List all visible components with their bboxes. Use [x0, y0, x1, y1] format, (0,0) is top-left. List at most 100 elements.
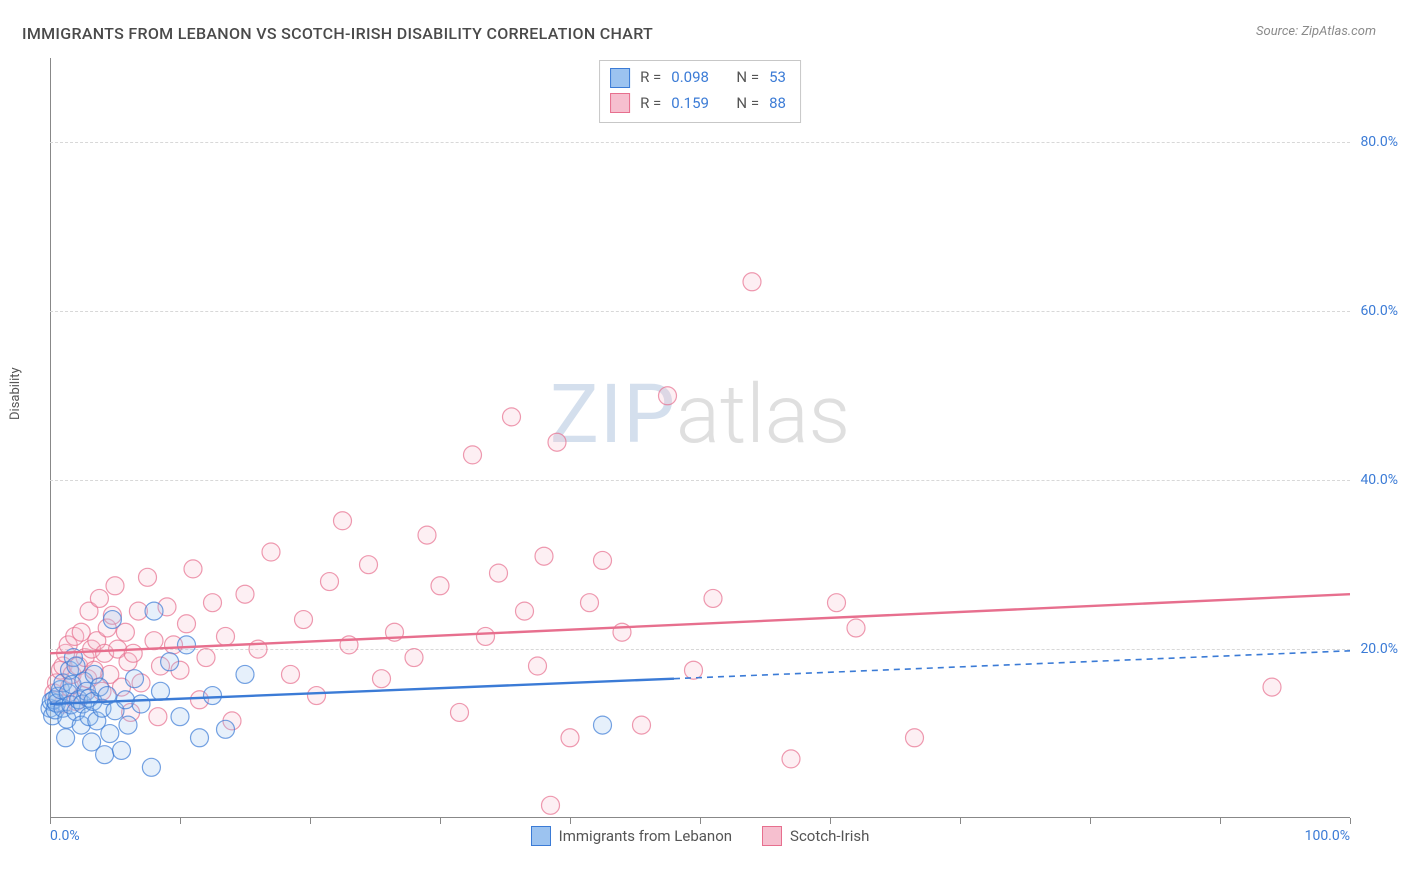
stat-n-value-a: 53 — [769, 65, 786, 91]
data-point-b — [282, 665, 300, 683]
stat-legend: R = 0.098 N = 53 R = 0.159 N = 88 — [599, 60, 801, 123]
data-point-b — [906, 729, 924, 747]
data-point-a — [113, 741, 131, 759]
data-point-b — [124, 644, 142, 662]
stat-legend-row-a: R = 0.098 N = 53 — [610, 65, 786, 91]
data-point-b — [106, 577, 124, 595]
data-point-b — [594, 551, 612, 569]
data-point-b — [529, 657, 547, 675]
y-axis-label: Disability — [8, 367, 23, 420]
data-point-b — [204, 594, 222, 612]
scatter-svg — [50, 58, 1350, 818]
legend-item-b: Scotch-Irish — [762, 826, 869, 846]
data-point-b — [178, 615, 196, 633]
data-point-b — [431, 577, 449, 595]
stat-n-value-b: 88 — [769, 91, 786, 117]
data-point-b — [90, 589, 108, 607]
data-point-b — [581, 594, 599, 612]
data-point-a — [152, 682, 170, 700]
data-point-b — [633, 716, 651, 734]
x-tick — [1090, 818, 1091, 824]
x-tick — [1350, 818, 1351, 824]
data-point-a — [126, 670, 144, 688]
data-point-b — [1263, 678, 1281, 696]
stat-n-label-b: N = — [736, 91, 759, 117]
stat-r-label-a: R = — [640, 65, 661, 91]
source-name: ZipAtlas.com — [1301, 24, 1376, 39]
plot-area: 20.0%40.0%60.0%80.0% 0.0%100.0% ZIPatlas… — [50, 58, 1350, 818]
y-tick-label: 80.0% — [1360, 134, 1398, 150]
source-attribution: Source: ZipAtlas.com — [1256, 24, 1376, 39]
x-tick — [570, 818, 571, 824]
legend-item-a: Immigrants from Lebanon — [531, 826, 732, 846]
data-point-b — [548, 433, 566, 451]
data-point-b — [139, 568, 157, 586]
x-tick — [700, 818, 701, 824]
data-point-b — [184, 560, 202, 578]
legend-label-b: Scotch-Irish — [790, 827, 869, 845]
data-point-a — [96, 746, 114, 764]
data-point-b — [262, 543, 280, 561]
swatch-series-a — [610, 68, 630, 88]
stat-n-label-a: N = — [736, 65, 759, 91]
x-tick — [1220, 818, 1221, 824]
data-point-b — [236, 585, 254, 603]
data-point-b — [149, 708, 167, 726]
data-point-b — [503, 408, 521, 426]
data-point-a — [132, 695, 150, 713]
data-point-b — [743, 273, 761, 291]
data-point-a — [204, 687, 222, 705]
stat-legend-row-b: R = 0.159 N = 88 — [610, 91, 786, 117]
y-tick-label: 60.0% — [1360, 303, 1398, 319]
legend-label-a: Immigrants from Lebanon — [559, 827, 732, 845]
data-point-a — [217, 720, 235, 738]
source-prefix: Source: — [1256, 24, 1301, 39]
stat-r-value-a: 0.098 — [671, 65, 709, 91]
swatch-series-b — [610, 93, 630, 113]
data-point-a — [178, 636, 196, 654]
header: IMMIGRANTS FROM LEBANON VS SCOTCH-IRISH … — [0, 0, 1406, 55]
data-point-b — [308, 687, 326, 705]
x-tick — [310, 818, 311, 824]
data-point-a — [236, 665, 254, 683]
stat-r-label-b: R = — [640, 91, 661, 117]
data-point-b — [704, 589, 722, 607]
data-point-b — [490, 564, 508, 582]
x-tick — [180, 818, 181, 824]
data-point-b — [360, 556, 378, 574]
data-point-b — [847, 619, 865, 637]
data-point-a — [101, 725, 119, 743]
swatch-series-b-icon — [762, 826, 782, 846]
x-tick — [960, 818, 961, 824]
data-point-b — [535, 547, 553, 565]
data-point-b — [197, 649, 215, 667]
trend-line-a-extrapolated — [674, 651, 1350, 679]
data-point-b — [561, 729, 579, 747]
data-point-b — [828, 594, 846, 612]
data-point-a — [191, 729, 209, 747]
data-point-b — [659, 387, 677, 405]
x-tick — [50, 818, 51, 824]
stat-r-value-b: 0.159 — [671, 91, 709, 117]
y-tick-label: 40.0% — [1360, 472, 1398, 488]
data-point-b — [334, 512, 352, 530]
data-point-b — [295, 611, 313, 629]
data-point-b — [477, 627, 495, 645]
data-point-a — [103, 611, 121, 629]
y-tick-label: 20.0% — [1360, 641, 1398, 657]
data-point-b — [405, 649, 423, 667]
chart-title: IMMIGRANTS FROM LEBANON VS SCOTCH-IRISH … — [22, 24, 653, 43]
data-point-b — [217, 627, 235, 645]
data-point-b — [451, 703, 469, 721]
data-point-b — [145, 632, 163, 650]
data-point-b — [418, 526, 436, 544]
data-point-a — [142, 758, 160, 776]
data-point-a — [161, 653, 179, 671]
data-point-a — [57, 729, 75, 747]
data-point-a — [171, 708, 189, 726]
data-point-b — [516, 602, 534, 620]
data-point-a — [145, 602, 163, 620]
data-point-b — [685, 661, 703, 679]
data-point-b — [542, 796, 560, 814]
bottom-legend: Immigrants from Lebanon Scotch-Irish — [50, 826, 1350, 846]
